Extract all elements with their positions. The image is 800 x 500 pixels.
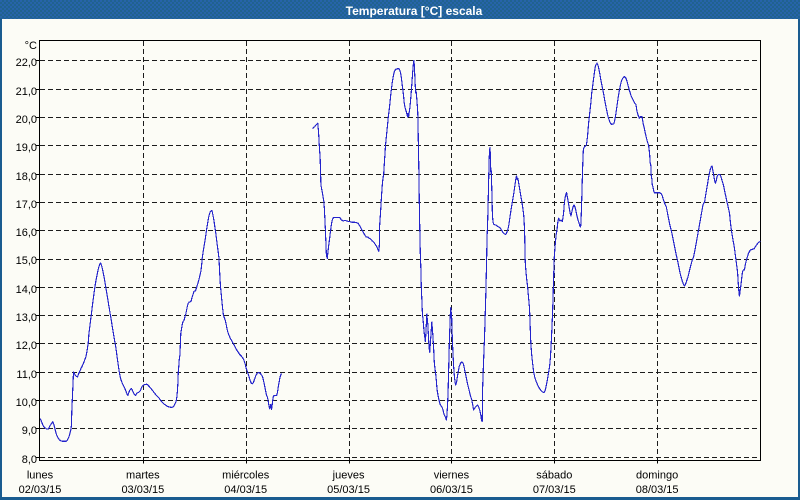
svg-text:20,0: 20,0 [16, 114, 37, 126]
svg-text:03/03/15: 03/03/15 [121, 484, 164, 496]
svg-text:jueves: jueves [332, 470, 365, 482]
svg-text:06/03/15: 06/03/15 [430, 484, 473, 496]
svg-text:lunes: lunes [27, 470, 54, 482]
svg-text:13,0: 13,0 [16, 312, 37, 324]
svg-text:10,0: 10,0 [16, 397, 37, 409]
svg-text:domingo: domingo [636, 470, 678, 482]
svg-text:07/03/15: 07/03/15 [533, 484, 576, 496]
svg-text:05/03/15: 05/03/15 [327, 484, 370, 496]
svg-text:9,0: 9,0 [22, 425, 37, 437]
svg-text:22,0: 22,0 [16, 57, 37, 69]
svg-text:21,0: 21,0 [16, 86, 37, 98]
svg-text:18,0: 18,0 [16, 171, 37, 183]
svg-text:°C: °C [25, 40, 37, 52]
svg-text:viernes: viernes [434, 470, 470, 482]
svg-text:16,0: 16,0 [16, 227, 37, 239]
svg-text:8,0: 8,0 [22, 454, 37, 466]
svg-text:02/03/15: 02/03/15 [19, 484, 62, 496]
svg-text:sábado: sábado [536, 470, 572, 482]
svg-text:12,0: 12,0 [16, 340, 37, 352]
svg-text:19,0: 19,0 [16, 142, 37, 154]
svg-text:11,0: 11,0 [16, 369, 37, 381]
svg-text:15,0: 15,0 [16, 255, 37, 267]
svg-text:miércoles: miércoles [222, 470, 270, 482]
svg-text:14,0: 14,0 [16, 284, 37, 296]
svg-text:17,0: 17,0 [16, 199, 37, 211]
svg-text:Temperatura [°C] escala: Temperatura [°C] escala [346, 4, 483, 18]
svg-text:martes: martes [126, 470, 160, 482]
svg-text:04/03/15: 04/03/15 [224, 484, 267, 496]
svg-text:08/03/15: 08/03/15 [636, 484, 679, 496]
